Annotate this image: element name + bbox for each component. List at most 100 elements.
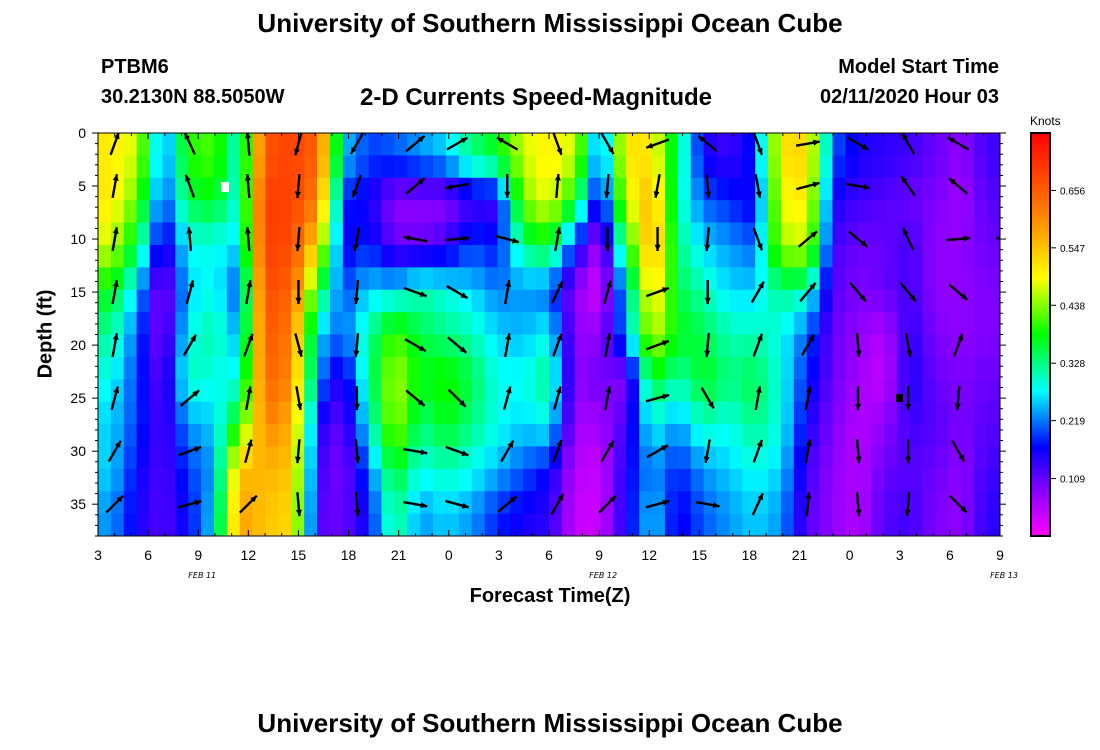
heat-cell: [677, 424, 692, 448]
heat-cell: [729, 177, 743, 201]
heat-cell: [149, 244, 164, 268]
heat-cell: [819, 401, 834, 425]
heat-cell: [136, 267, 151, 291]
heat-cell: [664, 200, 679, 224]
current-arrow: [446, 285, 469, 300]
heat-cell: [381, 312, 395, 336]
x-axis-label: Forecast Time(Z): [469, 585, 631, 607]
heat-cell: [780, 424, 795, 448]
heat-cell: [626, 401, 640, 425]
heat-cell: [948, 155, 962, 179]
heat-cell: [265, 424, 279, 448]
heat-cell: [768, 200, 782, 224]
heat-cell: [368, 155, 383, 179]
heat-cell: [239, 312, 254, 336]
heat-cell: [639, 334, 653, 358]
heat-cell: [188, 356, 202, 380]
current-arrow-head: [607, 440, 614, 448]
heat-cell: [98, 312, 112, 336]
x-tick-label: 15: [291, 547, 307, 563]
heat-cell: [162, 312, 176, 336]
current-arrow: [848, 230, 868, 248]
heat-cell: [278, 244, 292, 268]
heat-cell: [407, 200, 421, 224]
current-arrow: [446, 136, 469, 151]
current-arrow: [845, 182, 871, 191]
heat-cell: [445, 289, 460, 313]
current-arrow-head: [859, 294, 866, 302]
heat-cell: [961, 200, 975, 224]
heat-cell: [265, 312, 279, 336]
heat-cell: [664, 424, 679, 448]
current-arrow: [704, 226, 711, 252]
current-arrow: [847, 136, 870, 151]
current-arrow-head: [246, 439, 253, 447]
heat-cell: [664, 334, 679, 358]
heat-cell: [110, 200, 125, 224]
heat-cell: [613, 491, 627, 515]
current-arrow: [496, 136, 519, 151]
heat-cell: [974, 222, 988, 246]
current-arrow: [905, 386, 912, 411]
current-arrow-head: [294, 244, 301, 252]
heat-cell: [987, 446, 1000, 470]
heat-cell: [252, 468, 267, 492]
min-marker: [896, 394, 903, 402]
max-marker: [221, 182, 229, 192]
heat-cell: [961, 468, 975, 492]
heat-cell: [987, 155, 1000, 179]
current-arrow-head: [654, 244, 661, 252]
heat-cell: [587, 177, 602, 201]
current-arrow-head: [947, 137, 955, 144]
heat-cell: [832, 289, 846, 313]
current-arrow-head: [808, 334, 814, 342]
heat-cell: [342, 424, 357, 448]
heat-cell: [652, 289, 666, 313]
heat-cell: [536, 446, 550, 470]
heat-cell: [677, 491, 692, 515]
current-arrow-head: [661, 340, 669, 347]
heat-cell: [677, 312, 692, 336]
heat-cell: [123, 200, 138, 224]
heat-cell: [987, 267, 1000, 291]
heat-cell: [806, 177, 821, 201]
heat-cell: [961, 244, 975, 268]
heat-cell: [136, 200, 151, 224]
current-arrow: [645, 339, 670, 351]
heat-cell: [123, 356, 138, 380]
current-arrow: [705, 173, 712, 199]
current-arrow-head: [113, 386, 120, 394]
heat-cell: [987, 356, 1000, 380]
heat-cell: [884, 177, 898, 201]
heat-cell: [561, 200, 576, 224]
heat-cell: [471, 200, 486, 224]
heat-cell: [652, 200, 666, 224]
heat-cell: [703, 379, 718, 403]
heat-cell: [162, 424, 176, 448]
heat-cell: [768, 468, 782, 492]
heat-cell: [909, 379, 924, 403]
heat-cell: [639, 468, 653, 492]
heat-cell: [587, 513, 602, 536]
heat-cell: [201, 356, 215, 380]
heat-cell: [162, 222, 176, 246]
heat-cell: [729, 424, 743, 448]
heat-cell: [510, 334, 524, 358]
heat-cell: [716, 491, 730, 515]
heat-cell: [188, 468, 202, 492]
heat-cell: [549, 155, 563, 179]
current-arrow-head: [757, 493, 763, 501]
heat-cell: [342, 513, 357, 536]
heat-cell: [909, 513, 924, 536]
heat-cell: [922, 334, 937, 358]
current-arrow: [905, 439, 912, 464]
current-arrow-head: [113, 133, 120, 140]
heat-cell: [677, 155, 692, 179]
current-arrow: [604, 386, 612, 411]
heat-cell: [252, 446, 267, 470]
current-arrow-head: [662, 499, 670, 506]
heat-cell: [987, 244, 1000, 268]
station-id: PTBM6: [101, 56, 169, 78]
current-arrow-shaft: [1048, 498, 1069, 510]
heat-cell: [433, 401, 447, 425]
